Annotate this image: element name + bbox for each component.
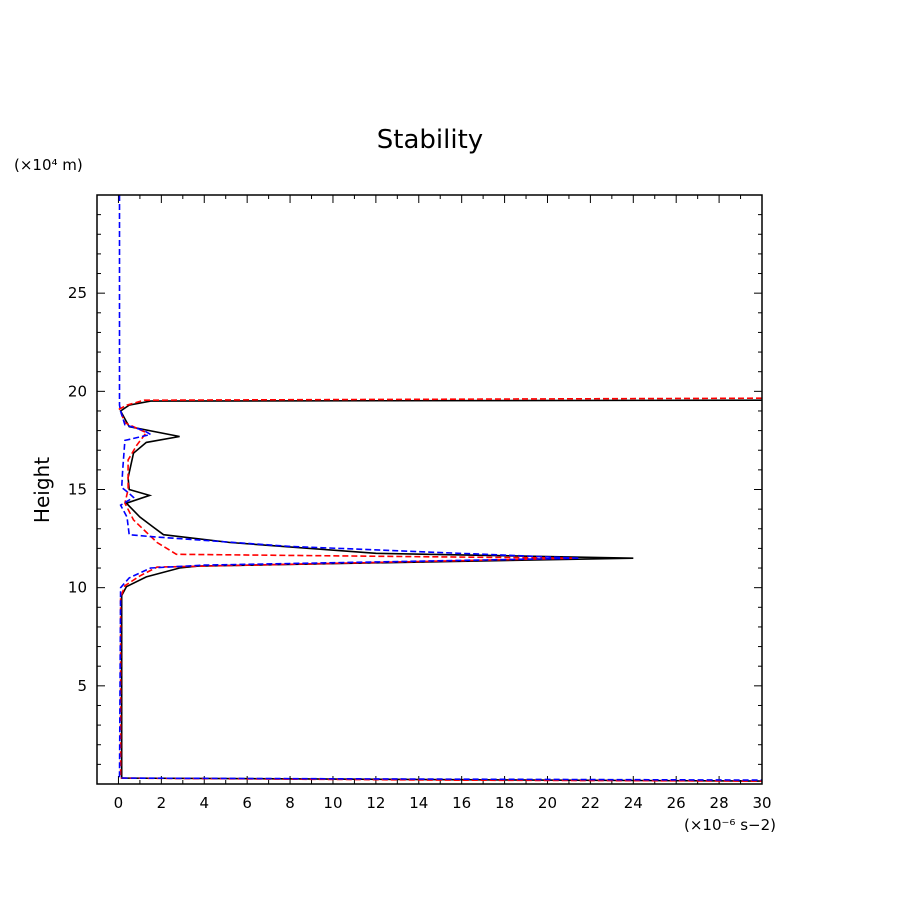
x-unit-label: (×10⁻⁶ s−2) [684,816,776,834]
series-line-0 [119,399,762,782]
x-tick-label: 20 [538,794,557,812]
x-tick-label: 12 [366,794,385,812]
x-tick-label: 0 [114,794,124,812]
x-tick-label: 18 [495,794,514,812]
y-tick-label: 10 [68,579,87,597]
x-tick-label: 24 [624,794,643,812]
x-tick-label: 8 [285,794,295,812]
y-tick-label: 25 [68,284,87,302]
x-tick-label: 10 [323,794,342,812]
x-tick-label: 28 [710,794,729,812]
y-tick-label: 20 [68,382,87,400]
y-axis-label: Height [30,457,54,523]
x-tick-label: 6 [242,794,252,812]
chart-title: Stability [377,125,483,155]
x-tick-label: 14 [409,794,428,812]
x-tick-label: 22 [581,794,600,812]
y-tick-label: 15 [68,481,87,499]
x-tick-label: 30 [752,794,771,812]
x-tick-label: 2 [157,794,167,812]
series-line-2 [118,195,762,781]
series-line-1 [118,397,762,782]
x-tick-label: 4 [199,794,209,812]
x-tick-label: 16 [452,794,471,812]
y-tick-label: 5 [77,677,87,695]
x-tick-label: 26 [667,794,686,812]
plot-frame [96,194,763,785]
y-unit-label: (×10⁴ m) [14,156,83,174]
